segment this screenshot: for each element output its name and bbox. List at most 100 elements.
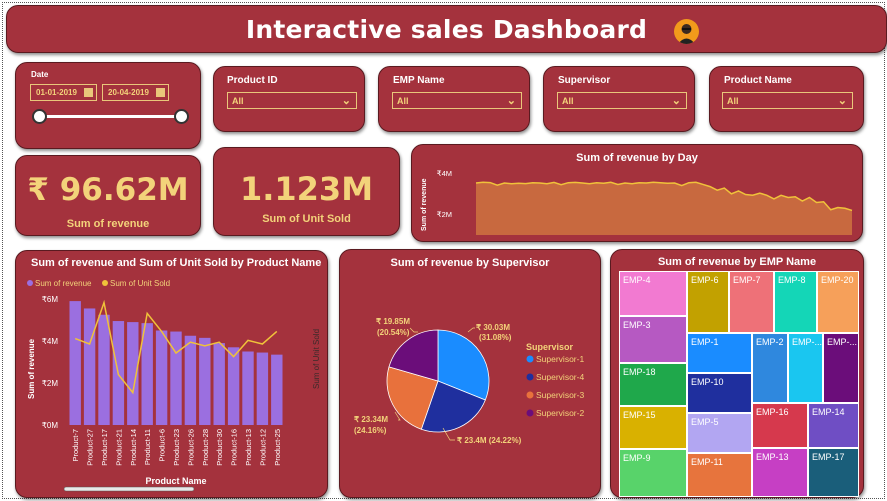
pie-slice[interactable] — [386, 366, 439, 430]
x-tick-label: Product-28 — [201, 429, 210, 466]
treemap-cell[interactable]: EMP-13 — [752, 448, 808, 497]
revenue-bar[interactable] — [227, 347, 240, 425]
horizontal-scrollbar[interactable] — [63, 486, 195, 492]
product-chart: Sum of revenue Sum of Unit Sold Sum of r… — [27, 279, 321, 492]
title-bar: Interactive sales Dashboard — [6, 5, 887, 53]
pie-slice[interactable] — [437, 329, 490, 401]
y-tick-label: ₹2M — [437, 210, 452, 219]
date-label: Date — [31, 70, 49, 79]
revenue-bar[interactable] — [184, 335, 197, 425]
leader-line — [442, 427, 455, 441]
x-tick-label: Product-7 — [71, 429, 80, 462]
revenue-bar[interactable] — [256, 352, 269, 425]
revenue-bar[interactable] — [213, 343, 225, 425]
revenue-bar[interactable] — [170, 331, 182, 425]
dropdown-value: All — [727, 96, 739, 106]
treemap-cell[interactable]: EMP-16 — [752, 403, 808, 448]
end-date-handle[interactable] — [174, 109, 189, 124]
chevron-down-icon: ⌄ — [837, 95, 847, 107]
filter-label: EMP Name — [393, 75, 445, 86]
x-tick-label: Product-25 — [273, 429, 282, 466]
treemap-cell[interactable]: EMP-... — [788, 333, 823, 403]
avatar — [674, 19, 699, 44]
x-tick-label: Product-13 — [244, 429, 253, 466]
filter-label: Product ID — [227, 75, 278, 86]
x-tick-label: Product-17 — [100, 429, 109, 466]
treemap-cell[interactable]: EMP-3 — [619, 316, 687, 363]
calendar-icon[interactable] — [156, 88, 165, 97]
legend-label-revenue: Sum of revenue — [35, 279, 92, 288]
treemap-cell[interactable]: EMP-8 — [774, 271, 817, 333]
date-slicer-card: Date 01-01-2019 20-04-2019 — [15, 62, 201, 149]
product-id-dropdown[interactable]: All ⌄ — [227, 92, 357, 109]
product-chart-card: Sum of revenue and Sum of Unit Sold by P… — [15, 250, 328, 498]
emp-name-dropdown[interactable]: All ⌄ — [392, 92, 522, 109]
treemap-cell[interactable]: EMP-20 — [817, 271, 859, 333]
chevron-down-icon: ⌄ — [671, 95, 681, 107]
treemap-cell[interactable]: EMP-5 — [687, 413, 752, 453]
treemap-cell[interactable]: EMP-7 — [729, 271, 774, 333]
dropdown-value: All — [397, 96, 409, 106]
treemap-cell[interactable]: EMP-11 — [687, 453, 752, 497]
treemap-cell[interactable]: EMP-6 — [687, 271, 729, 333]
emp-chart-card: Sum of revenue by EMP Name EMP-4 EMP-6 EMP… — [610, 249, 864, 498]
y-tick-label: ₹4M — [437, 169, 452, 178]
treemap-cell[interactable]: EMP-4 — [619, 271, 687, 316]
revenue-bar[interactable] — [83, 308, 96, 425]
y-axis-label: Sum of revenue — [421, 178, 428, 231]
revenue-area — [476, 182, 852, 235]
revenue-bar[interactable] — [242, 351, 254, 426]
start-date-handle[interactable] — [32, 109, 47, 124]
start-date-value: 01-01-2019 — [36, 88, 77, 97]
supervisor-dropdown[interactable]: All ⌄ — [557, 92, 687, 109]
pie-slice[interactable] — [420, 380, 486, 433]
emp-chart-title: Sum of revenue by EMP Name — [657, 256, 817, 268]
revenue-bar[interactable] — [271, 354, 283, 425]
date-range-track[interactable] — [40, 115, 182, 118]
x-tick-label: Product-21 — [114, 429, 123, 466]
filter-product-name: Product Name All ⌄ — [709, 66, 864, 132]
treemap-cell[interactable]: EMP-2 — [752, 333, 788, 403]
slice-label: ₹ 23.4M (24.22%) — [457, 436, 522, 445]
y-tick-label: ₹4M — [42, 337, 59, 346]
x-tick-label: Product-23 — [172, 429, 181, 466]
legend-marker — [526, 409, 534, 417]
start-date-input[interactable]: 01-01-2019 — [30, 84, 97, 101]
leader-line — [467, 327, 475, 333]
end-date-input[interactable]: 20-04-2019 — [102, 84, 169, 101]
treemap-cell[interactable]: EMP-17 — [808, 448, 859, 497]
treemap-cell[interactable]: EMP-9 — [619, 449, 687, 497]
filter-label: Product Name — [724, 75, 792, 86]
calendar-icon[interactable] — [84, 88, 93, 97]
day-chart-card: Sum of revenue by Day Sum of revenue ₹4M… — [411, 144, 863, 242]
legend-marker-revenue — [27, 280, 33, 286]
legend-label: Supervisor-1 — [536, 354, 584, 364]
day-chart: Sum of revenue ₹4M ₹2M — [421, 169, 853, 235]
revenue-bar[interactable] — [141, 323, 153, 425]
legend-title: Supervisor — [526, 342, 574, 352]
treemap-cell[interactable]: EMP-14 — [808, 403, 859, 448]
legend-label: Supervisor-2 — [536, 408, 584, 418]
dropdown-value: All — [562, 96, 574, 106]
treemap-cell[interactable]: EMP-... — [823, 333, 859, 403]
treemap-cell[interactable]: EMP-1 — [687, 333, 752, 373]
chevron-down-icon: ⌄ — [506, 95, 516, 107]
slice-label: (20.54%) — [377, 328, 410, 337]
treemap-cell[interactable]: EMP-15 — [619, 406, 687, 449]
slice-label: ₹ 19.85M — [376, 317, 410, 326]
revenue-bar[interactable] — [199, 337, 211, 425]
revenue-bar[interactable] — [127, 322, 139, 425]
treemap-cell[interactable]: EMP-10 — [687, 373, 752, 413]
kpi-revenue-value: ₹ 96.62M — [27, 172, 189, 208]
revenue-bar[interactable] — [98, 314, 110, 425]
filter-product-id: Product ID All ⌄ — [213, 66, 365, 132]
pie-slice[interactable] — [388, 329, 439, 382]
revenue-bar[interactable] — [69, 301, 81, 425]
product-name-dropdown[interactable]: All ⌄ — [722, 92, 853, 109]
revenue-bar[interactable] — [155, 330, 168, 426]
dashboard-title: Interactive sales Dashboard — [245, 15, 648, 44]
legend-label: Supervisor-3 — [536, 390, 584, 400]
y2-axis-label: Sum of Unit Sold — [312, 329, 321, 389]
supervisor-chart-title: Sum of revenue by Supervisor — [390, 257, 550, 269]
treemap-cell[interactable]: EMP-18 — [619, 363, 687, 406]
